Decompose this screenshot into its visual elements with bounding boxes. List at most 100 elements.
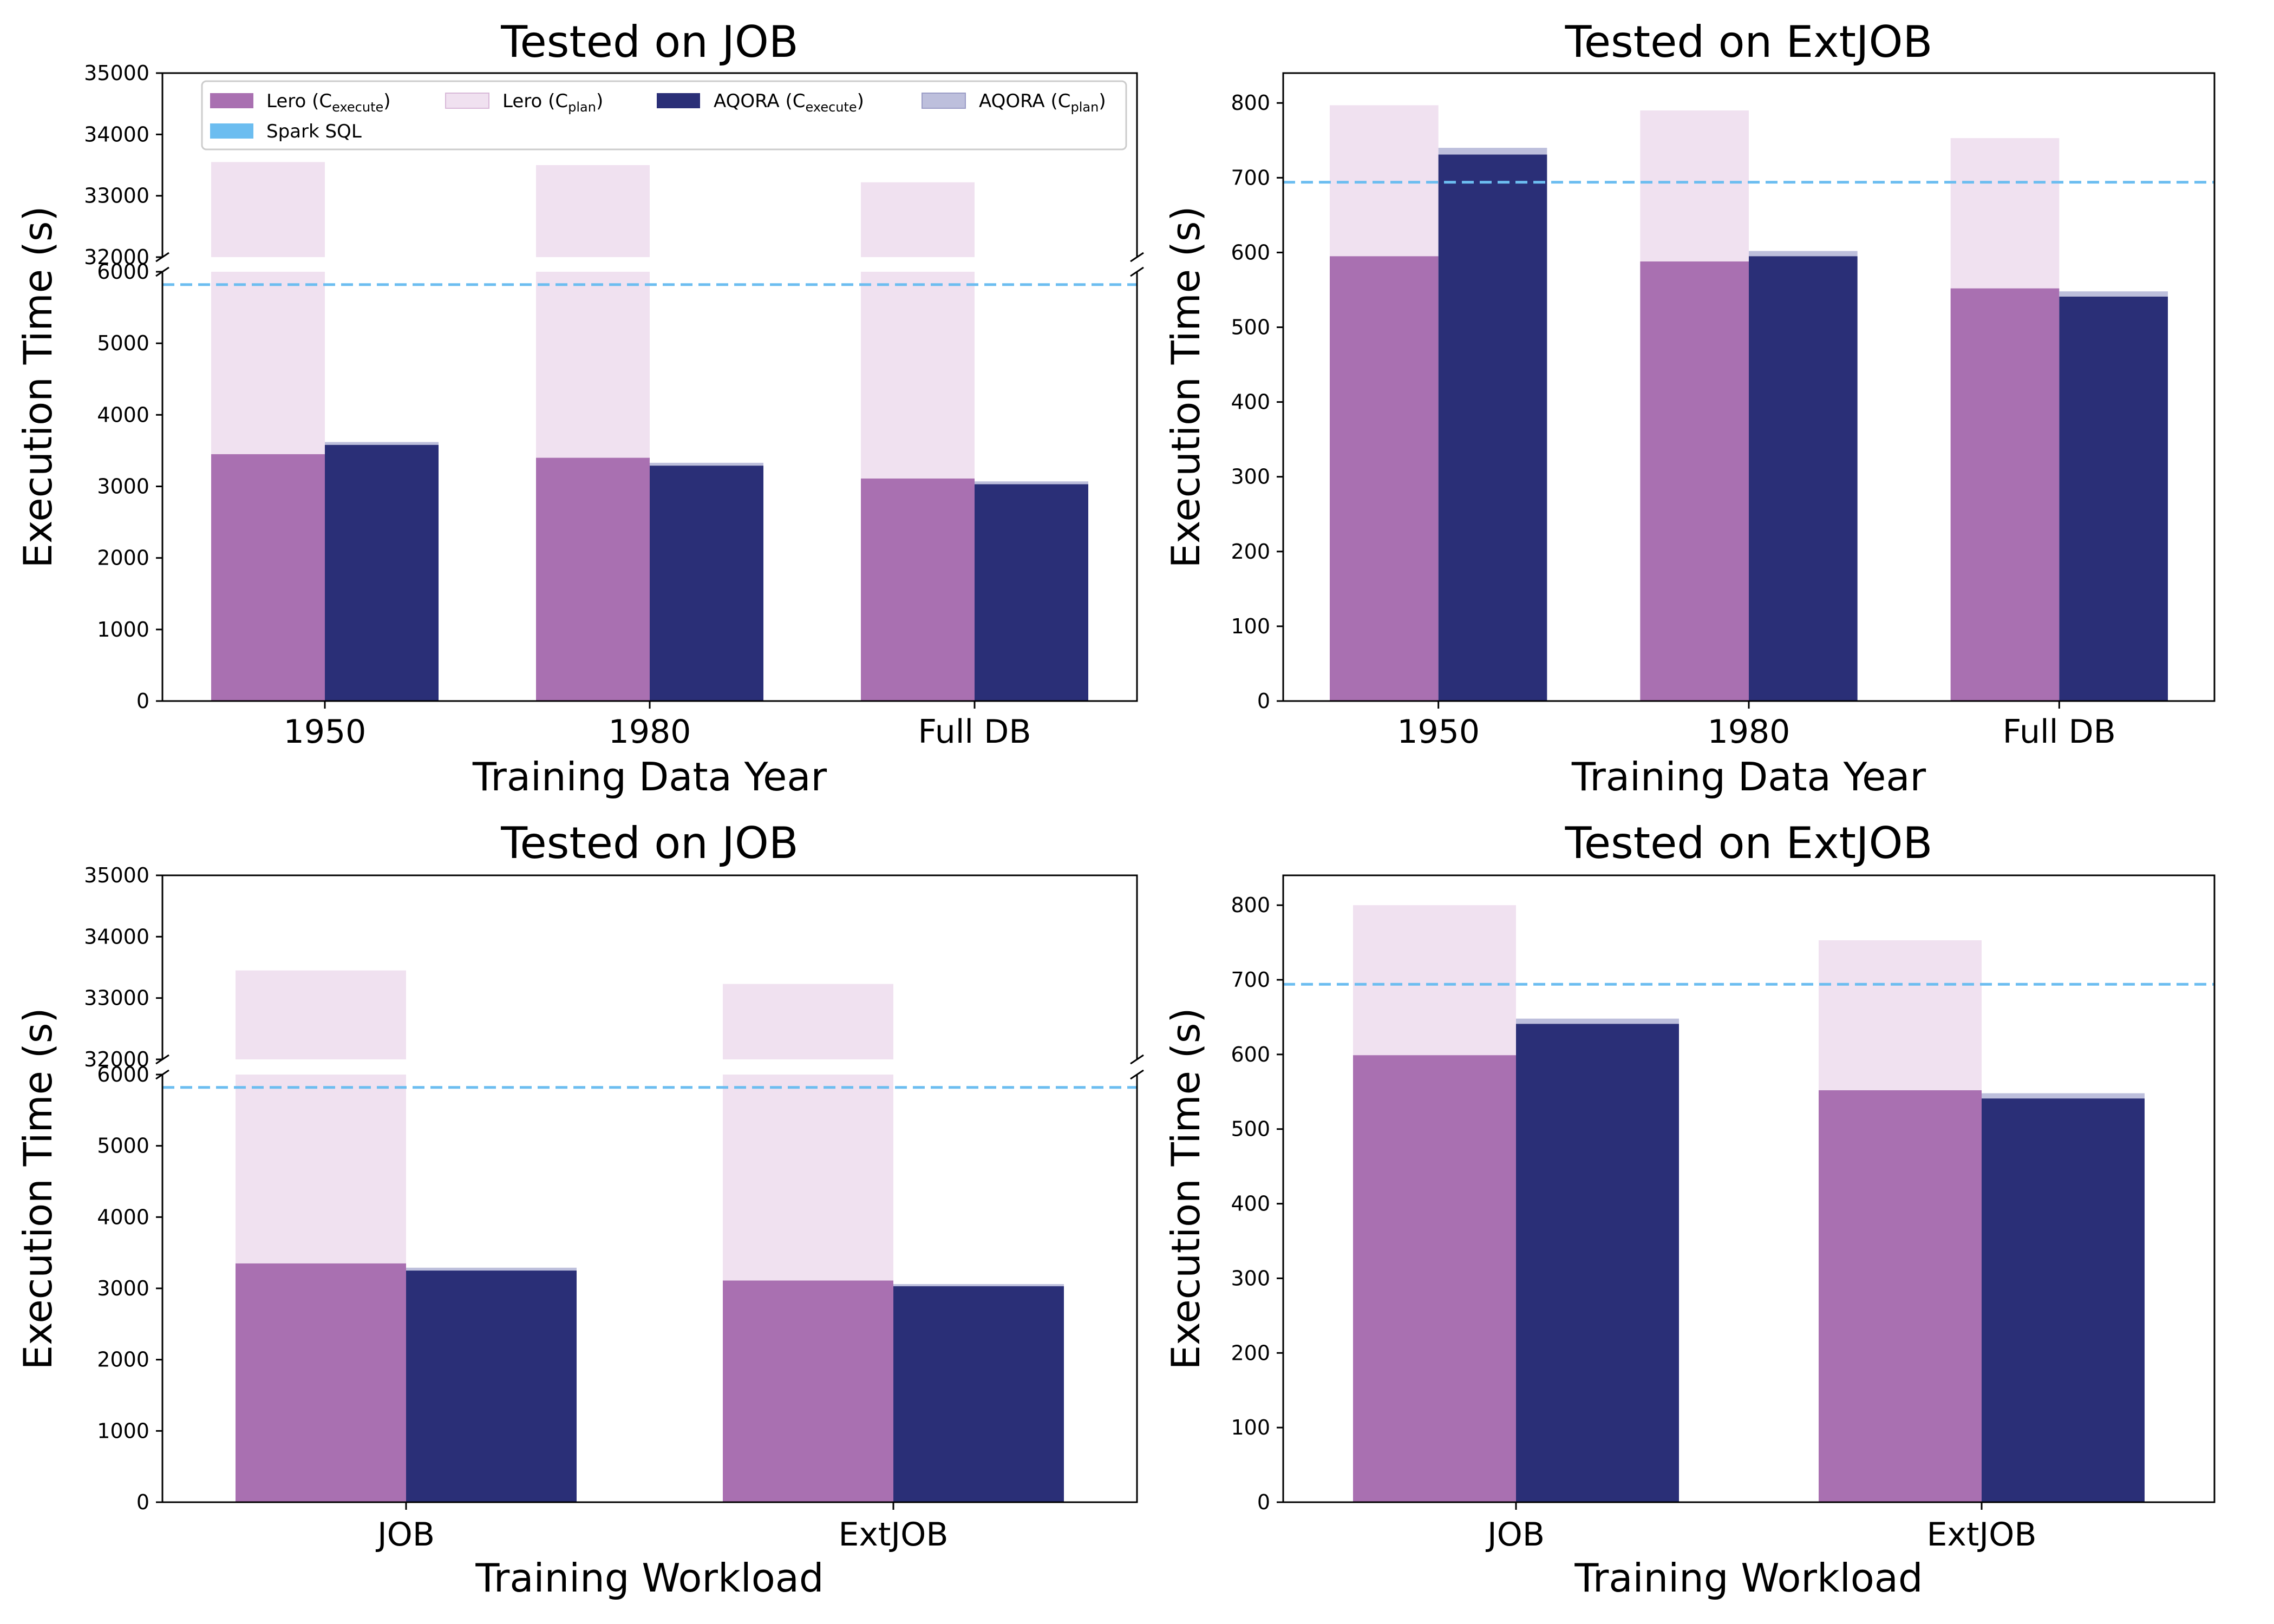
lower-y-tick-label-6: 5000 — [97, 1134, 149, 1158]
x-axis-label: Training Workload — [475, 1555, 824, 1601]
y-tick-label-6: 500 — [1231, 1117, 1270, 1141]
bar-aqora-plan-2 — [1749, 251, 1858, 257]
x-tick-label-3: Full DB — [918, 713, 1031, 751]
bar-aqora-plan-1 — [1438, 148, 1547, 155]
y-tick-label-8: 700 — [1231, 166, 1270, 189]
axis-break-lower-2 — [1130, 1069, 1144, 1080]
x-tick-label-1: 1950 — [284, 713, 367, 751]
x-axis-label: Training Data Year — [1571, 754, 1926, 800]
bar-aqora-plan-1 — [406, 1267, 577, 1271]
bar-aqora-execute-2 — [1749, 256, 1858, 701]
x-tick-label-1: JOB — [375, 1516, 435, 1554]
lower-y-tick-label-7: 6000 — [97, 260, 149, 284]
bar-aqora-execute-1 — [1438, 154, 1547, 701]
bar-lero-plan-lower-2 — [536, 272, 650, 458]
legend-label-spark: Spark SQL — [266, 121, 362, 142]
axes-frame — [1282, 72, 2216, 702]
bar-aqora-execute-2 — [650, 466, 763, 701]
bar-lero-plan-lower-2 — [723, 1075, 893, 1281]
upper-y-tick-label-1: 32000 — [84, 1047, 149, 1071]
lower-y-tick-label-3: 2000 — [97, 1348, 149, 1372]
bar-lero-plan-1 — [1330, 105, 1439, 257]
panel-2: 1950 1980 Full DB 0 100 200 300 400 500 600 700 800… — [1163, 17, 2216, 800]
bar-aqora-execute-3 — [975, 484, 1088, 701]
bar-lero-execute-3 — [1950, 288, 2060, 701]
bar-aqora-plan-2 — [650, 462, 763, 466]
upper-y-tick-label-4: 35000 — [84, 61, 149, 85]
bar-lero-plan-upper-2 — [723, 984, 893, 1059]
lower-y-tick-label-4: 3000 — [97, 475, 149, 499]
legend-frame — [201, 80, 1127, 150]
legend-label-aqora-execute: AQORA (Cexecute) — [714, 90, 864, 115]
x-tick-label-2: 1980 — [1708, 713, 1791, 751]
x-tick-label-2: ExtJOB — [1926, 1516, 2036, 1554]
panel-4: JOB ExtJOB 0 100 200 300 400 500 600 700 800 Tested… — [1163, 818, 2216, 1601]
legend-label-lero-execute: Lero (Cexecute) — [266, 90, 391, 115]
bar-aqora-execute-1 — [406, 1271, 577, 1502]
bar-lero-plan-upper-2 — [536, 165, 650, 257]
bar-lero-plan-upper-1 — [211, 162, 325, 257]
bar-aqora-execute-1 — [1516, 1024, 1679, 1502]
chart-title: Tested on ExtJOB — [1565, 818, 1933, 868]
y-tick-label-1: 0 — [1257, 1490, 1270, 1514]
bar-lero-plan-lower-1 — [211, 272, 325, 455]
axis-break-lower-2 — [1130, 266, 1144, 277]
bar-lero-plan-lower-3 — [861, 272, 975, 479]
bar-lero-execute-1 — [236, 1263, 406, 1502]
x-tick-label-2: ExtJOB — [838, 1516, 948, 1554]
bar-lero-execute-2 — [723, 1280, 893, 1502]
y-axis-label: Execution Time (s) — [15, 1008, 61, 1370]
lower-y-tick-label-3: 2000 — [97, 546, 149, 570]
legend-swatch-lero-execute — [210, 93, 253, 108]
y-tick-label-3: 200 — [1231, 540, 1270, 564]
bar-aqora-execute-1 — [325, 444, 439, 701]
y-axis-label: Execution Time (s) — [15, 206, 61, 568]
y-tick-label-2: 100 — [1231, 614, 1270, 638]
lower-y-tick-label-1: 0 — [136, 689, 149, 713]
legend-swatch-spark — [210, 123, 253, 139]
bar-lero-plan-2 — [1640, 110, 1749, 262]
y-tick-label-5: 400 — [1231, 1192, 1270, 1216]
bar-lero-execute-1 — [1353, 1055, 1516, 1502]
y-axis-label: Execution Time (s) — [1163, 206, 1208, 568]
legend-swatch-aqora-plan — [922, 93, 966, 109]
lower-y-tick-label-1: 0 — [136, 1490, 149, 1514]
bar-aqora-execute-2 — [1982, 1098, 2145, 1502]
y-tick-label-1: 0 — [1257, 689, 1270, 713]
legend-swatch-aqora-execute — [657, 93, 700, 108]
upper-y-tick-label-3: 34000 — [84, 925, 149, 948]
bar-lero-execute-3 — [861, 478, 975, 701]
x-axis-label: Training Workload — [1574, 1555, 1923, 1601]
bar-lero-plan-upper-3 — [861, 182, 975, 257]
y-tick-label-3: 200 — [1231, 1341, 1270, 1365]
y-tick-label-5: 400 — [1231, 390, 1270, 414]
bar-aqora-plan-1 — [325, 442, 439, 445]
lower-y-tick-label-5: 4000 — [97, 403, 149, 427]
upper-y-tick-label-2: 33000 — [84, 184, 149, 208]
y-tick-label-9: 800 — [1231, 893, 1270, 917]
legend-swatch-lero-plan — [445, 93, 489, 109]
bar-aqora-plan-3 — [2059, 291, 2168, 297]
panel-1: 1950 1980 Full DB 32000 33000 34000 35000 0 1000… — [15, 17, 1144, 800]
bar-aqora-execute-3 — [2059, 296, 2168, 701]
y-tick-label-2: 100 — [1231, 1416, 1270, 1439]
axis-break-upper-2 — [1130, 252, 1144, 263]
upper-y-tick-label-2: 33000 — [84, 986, 149, 1010]
upper-axes-frame — [161, 874, 1138, 1059]
bar-lero-execute-1 — [211, 454, 325, 701]
axis-break-upper-2 — [1130, 1054, 1144, 1065]
upper-y-tick-label-1: 32000 — [84, 245, 149, 269]
axes-frame — [1282, 874, 2216, 1503]
bar-lero-plan-2 — [1819, 940, 1982, 1091]
chart-title: Tested on JOB — [500, 17, 799, 67]
x-tick-label-2: 1980 — [609, 713, 691, 751]
x-axis-label: Training Data Year — [472, 754, 827, 800]
bar-lero-plan-1 — [1353, 905, 1516, 1056]
bar-aqora-execute-2 — [893, 1286, 1064, 1502]
legend-label-lero-plan: Lero (Cplan) — [502, 90, 603, 115]
upper-y-tick-label-3: 34000 — [84, 122, 149, 146]
x-tick-label-3: Full DB — [2003, 713, 2116, 751]
lower-y-tick-label-2: 1000 — [97, 618, 149, 641]
lower-y-tick-label-6: 5000 — [97, 331, 149, 355]
